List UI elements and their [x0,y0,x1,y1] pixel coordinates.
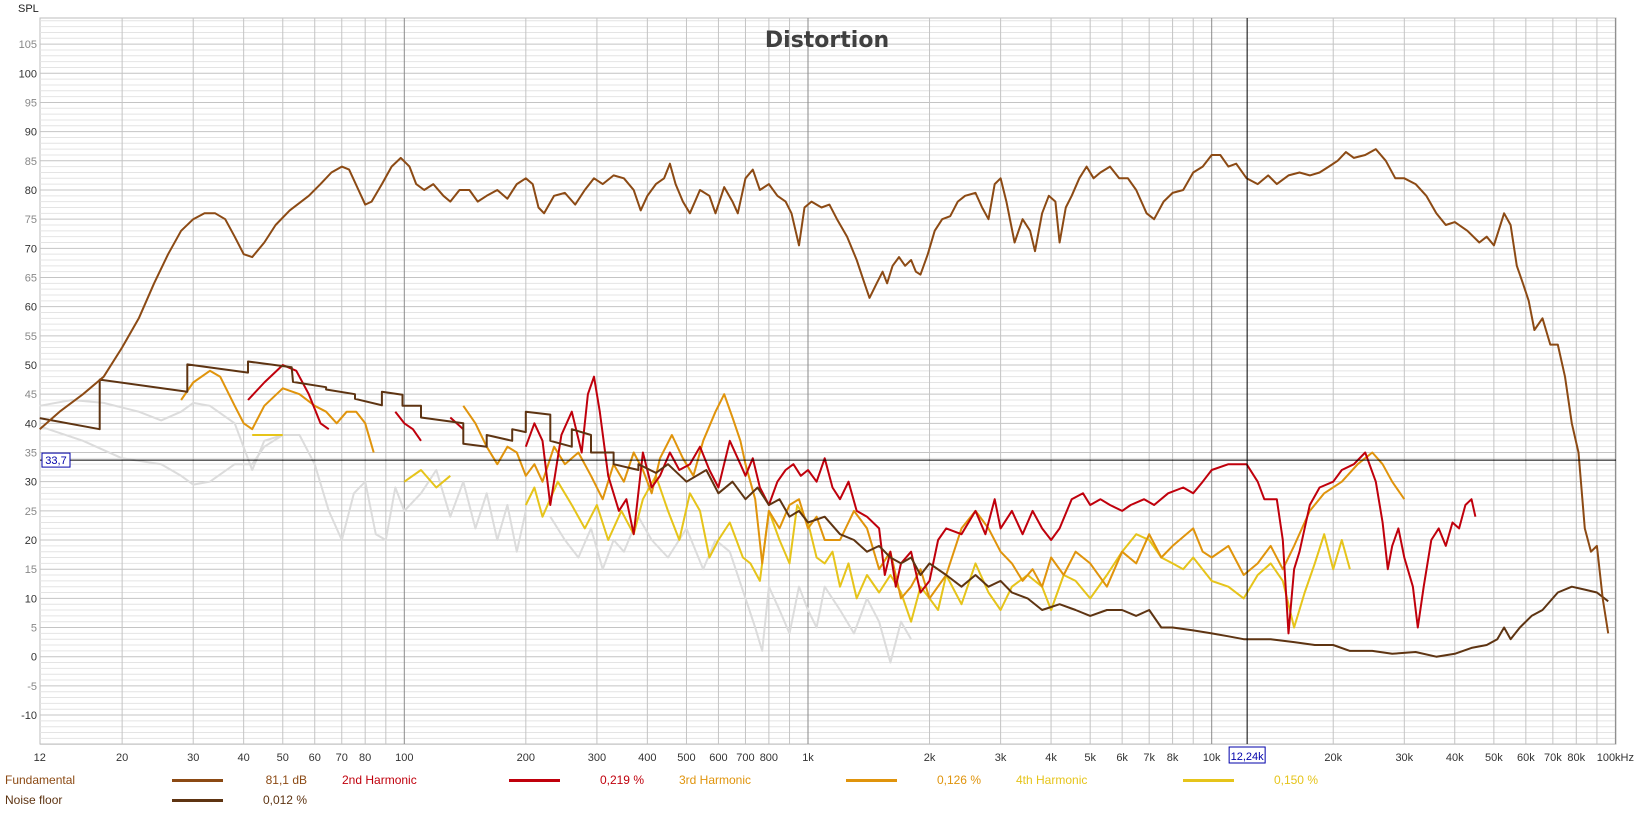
x-tick-label: 100 [395,752,413,764]
y-tick-label: 105 [19,39,37,51]
x-tick-label: 50 [277,752,289,764]
x-tick-label: 60k [1517,752,1535,764]
y-tick-label: -10 [21,710,37,722]
faded-trace [39,425,284,486]
legend-line-swatch [1183,779,1234,782]
traces [39,148,1610,664]
x-tick-label: 500 [677,752,695,764]
chart-title: Distortion [765,28,889,53]
cursor-y-box [41,452,71,468]
y-tick-label: 100 [19,68,37,80]
x-tick-label: 3k [995,752,1007,764]
legend-line-swatch [172,799,223,802]
y-tick-label: 55 [25,331,37,343]
x-tick-label: 1k [802,752,814,764]
y-tick-label: 50 [25,360,37,372]
legend-label: 2nd Harmonic [342,773,417,787]
x-tick-label: 50k [1485,752,1503,764]
y-tick-label: 40 [25,418,37,430]
y-tick-label: 65 [25,272,37,284]
y-tick-label: -5 [27,681,37,693]
x-tick-label: 400 [638,752,656,764]
x-tick-label: 300 [588,752,606,764]
legend-label: Noise floor [5,793,63,807]
legend-value: 0,150 % [1273,773,1318,787]
legend-line-swatch [846,779,897,782]
legend-label: 4th Harmonic [1016,773,1088,787]
x-tick-label: 70 [336,752,348,764]
y-tick-label: 95 [25,97,37,109]
x-tick-label: 80 [359,752,371,764]
plot-area [39,17,1617,745]
x-tick-label: 12 [34,752,46,764]
x-tick-label: 100kHz [1597,752,1634,764]
y-tick-label: 15 [25,564,37,576]
x-tick-label: 8k [1167,752,1179,764]
x-tick-label: 200 [517,752,535,764]
legend-line-swatch [509,779,560,782]
legend-value: 0,012 % [262,793,307,807]
y-tick-label: 70 [25,243,37,255]
x-tick-label: 20k [1324,752,1342,764]
y-tick-label: 85 [25,156,37,168]
x-tick-label: 5k [1084,752,1096,764]
x-axis-ticks: 12 20 30 40 50 60 70 80 100 200 300 400 500 600 700 800… [34,752,1634,764]
grid [39,17,1617,745]
x-tick-label: 40 [238,752,250,764]
cursor-y-label: 33,7 [45,455,66,467]
fundamental-trace [39,148,1610,634]
y-axis-ticks: 1051009590858075706560555045403530252015… [19,39,37,722]
2nd-harmonic-trace [247,364,1477,635]
3rd-harmonic-trace [180,369,1406,600]
y-tick-label: 75 [25,214,37,226]
x-tick-label: 800 [760,752,778,764]
cursor-x-box [1228,746,1266,764]
legend-value: 0,219 % [599,773,644,787]
x-tick-label: 700 [736,752,754,764]
x-tick-label: 10k [1203,752,1221,764]
y-tick-label: 25 [25,506,37,518]
x-tick-label: 30 [187,752,199,764]
noise-floor-trace [39,360,1609,658]
faded-trace [39,399,527,553]
x-tick-label: 2k [924,752,936,764]
legend-value: 81,1 dB [265,773,307,787]
y-tick-label: 5 [31,623,37,635]
y-tick-label: 45 [25,389,37,401]
legend-value: 0,126 % [936,773,981,787]
x-tick-label: 60 [309,752,321,764]
legend-label: Fundamental [5,773,76,787]
y-tick-label: 80 [25,185,37,197]
y-axis-label: SPL [18,3,39,15]
y-tick-label: 35 [25,448,37,460]
legend-line-swatch [172,779,223,782]
x-tick-label: 7k [1143,752,1155,764]
4th-harmonic-trace [252,434,1351,629]
cursor[interactable]: 33,7 12,24k [40,18,1616,764]
y-tick-label: 0 [31,652,37,664]
legend-label: 3rd Harmonic [679,773,752,787]
y-tick-label: 30 [25,477,37,489]
cursor-x-label: 12,24k [1231,751,1265,763]
x-tick-label: 30k [1395,752,1413,764]
y-tick-label: 90 [25,127,37,139]
x-tick-label: 20 [116,752,128,764]
x-tick-label: 70k [1544,752,1562,764]
x-tick-label: 6k [1116,752,1128,764]
y-tick-label: 20 [25,535,37,547]
x-tick-label: 40k [1446,752,1464,764]
y-tick-label: 60 [25,302,37,314]
x-tick-label: 80k [1567,752,1585,764]
faded-trace [549,515,912,664]
x-tick-label: 600 [709,752,727,764]
y-tick-label: 10 [25,593,37,605]
x-tick-label: 4k [1045,752,1057,764]
